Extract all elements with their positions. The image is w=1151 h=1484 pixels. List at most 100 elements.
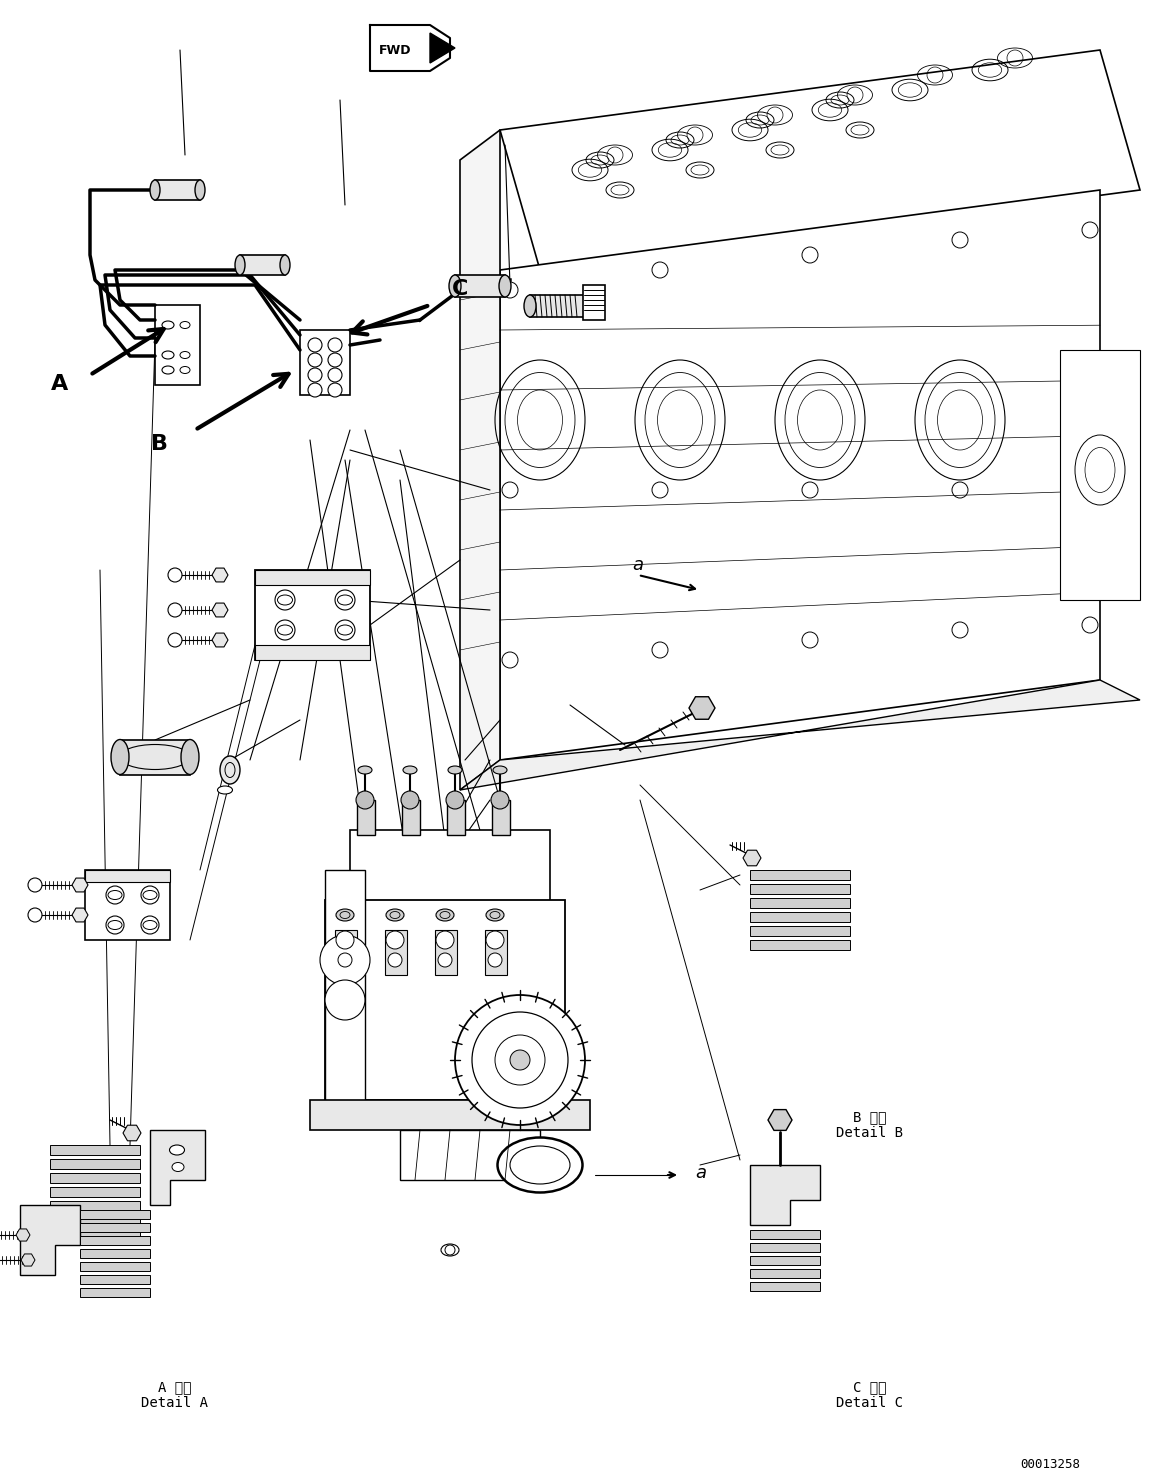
Ellipse shape <box>436 910 453 922</box>
Polygon shape <box>768 1110 792 1131</box>
Ellipse shape <box>195 180 205 200</box>
Circle shape <box>802 632 818 649</box>
Ellipse shape <box>486 910 504 922</box>
Polygon shape <box>73 908 87 922</box>
Ellipse shape <box>220 755 241 784</box>
Ellipse shape <box>181 739 199 775</box>
Bar <box>750 1244 820 1252</box>
Bar <box>49 1215 140 1224</box>
Bar <box>49 1229 140 1239</box>
Bar <box>357 800 375 835</box>
Ellipse shape <box>524 295 536 318</box>
Circle shape <box>439 953 452 968</box>
Circle shape <box>328 353 342 367</box>
Circle shape <box>436 930 453 948</box>
Ellipse shape <box>150 180 160 200</box>
Circle shape <box>651 482 668 499</box>
Bar <box>750 884 849 893</box>
Bar <box>49 1146 140 1155</box>
Circle shape <box>952 622 968 638</box>
Text: A: A <box>52 374 69 393</box>
Bar <box>402 800 420 835</box>
Bar <box>81 1250 150 1258</box>
Circle shape <box>802 246 818 263</box>
Bar <box>750 939 849 950</box>
Ellipse shape <box>1075 435 1125 505</box>
Circle shape <box>328 383 342 398</box>
Circle shape <box>802 482 818 499</box>
Circle shape <box>1082 223 1098 237</box>
Polygon shape <box>150 1129 205 1205</box>
Bar <box>750 1255 820 1264</box>
Text: B 詳細
Detail B: B 詳細 Detail B <box>837 1110 904 1140</box>
Circle shape <box>486 930 504 948</box>
Bar <box>485 930 506 975</box>
Bar <box>256 570 369 585</box>
Bar <box>49 1159 140 1169</box>
Circle shape <box>1082 617 1098 634</box>
Polygon shape <box>430 33 455 62</box>
Circle shape <box>472 1012 567 1109</box>
Bar <box>750 1282 820 1291</box>
Circle shape <box>386 930 404 948</box>
Bar <box>335 930 357 975</box>
Circle shape <box>308 383 322 398</box>
Text: a: a <box>695 1163 706 1181</box>
Polygon shape <box>212 568 228 582</box>
Bar <box>750 898 849 908</box>
Polygon shape <box>20 1205 81 1275</box>
Bar <box>256 646 369 660</box>
Circle shape <box>495 1034 546 1085</box>
Text: A 詳細
Detail A: A 詳細 Detail A <box>142 1380 208 1410</box>
Circle shape <box>142 916 159 933</box>
Circle shape <box>336 930 355 948</box>
Polygon shape <box>750 1165 820 1224</box>
Bar <box>325 899 565 1100</box>
Bar <box>81 1209 150 1218</box>
Bar <box>85 870 170 939</box>
Circle shape <box>952 482 968 499</box>
Bar <box>750 870 849 880</box>
Bar <box>750 1230 820 1239</box>
Ellipse shape <box>110 739 129 775</box>
Bar <box>750 926 849 936</box>
Text: 00013258: 00013258 <box>1020 1459 1080 1472</box>
Bar <box>491 800 510 835</box>
Ellipse shape <box>386 910 404 922</box>
Circle shape <box>28 908 41 922</box>
Text: a: a <box>633 556 643 574</box>
Circle shape <box>1082 482 1098 499</box>
Ellipse shape <box>235 255 245 275</box>
Circle shape <box>308 353 322 367</box>
Bar <box>81 1261 150 1270</box>
Circle shape <box>335 620 355 640</box>
Circle shape <box>502 282 518 298</box>
Bar <box>49 1187 140 1198</box>
Circle shape <box>488 953 502 968</box>
Ellipse shape <box>493 766 506 775</box>
Circle shape <box>168 568 182 582</box>
Bar <box>750 1269 820 1278</box>
Bar <box>81 1236 150 1245</box>
Polygon shape <box>123 1125 142 1141</box>
Circle shape <box>275 620 295 640</box>
Circle shape <box>338 953 352 968</box>
Polygon shape <box>369 25 450 71</box>
Circle shape <box>651 263 668 278</box>
Circle shape <box>275 591 295 610</box>
Circle shape <box>142 886 159 904</box>
Circle shape <box>455 994 585 1125</box>
Bar <box>384 930 407 975</box>
Text: FWD: FWD <box>379 43 411 56</box>
Circle shape <box>320 935 369 985</box>
Bar <box>85 870 170 881</box>
Circle shape <box>502 651 518 668</box>
Bar <box>1060 350 1139 600</box>
Ellipse shape <box>358 766 372 775</box>
Bar <box>81 1275 150 1284</box>
Circle shape <box>651 643 668 657</box>
Ellipse shape <box>441 1244 459 1255</box>
Circle shape <box>502 482 518 499</box>
Circle shape <box>952 232 968 248</box>
Bar <box>750 913 849 922</box>
